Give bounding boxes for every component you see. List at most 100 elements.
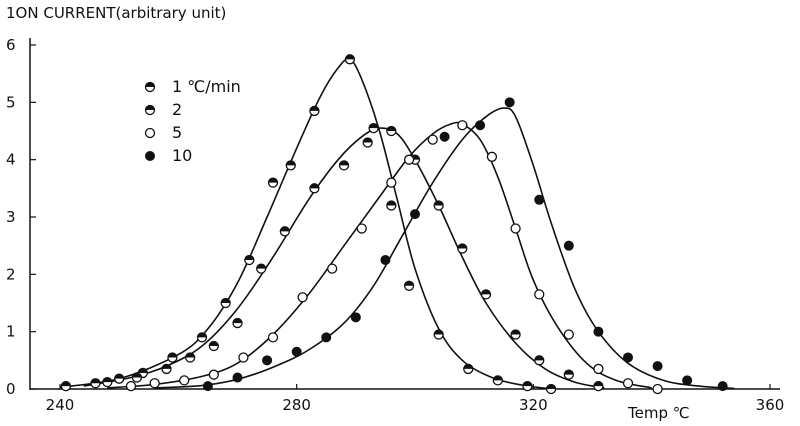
series-curve-1 <box>59 58 552 390</box>
data-point-series-3 <box>327 263 338 274</box>
y-tick-label: 4 <box>6 151 16 169</box>
series-curve-2 <box>83 127 605 389</box>
y-tick-label: 1 <box>6 323 16 341</box>
data-point-series-2 <box>161 363 172 375</box>
legend-marker-2 <box>144 104 156 116</box>
data-point-series-4 <box>380 255 391 265</box>
data-point-series-2 <box>563 369 574 380</box>
data-point-series-1 <box>403 280 415 291</box>
y-tick-label: 2 <box>6 265 16 283</box>
data-point-series-3 <box>510 223 521 234</box>
axes <box>29 38 780 390</box>
legend-marker-3 <box>144 127 156 139</box>
data-point-series-3 <box>486 151 498 162</box>
data-point-series-2 <box>510 329 521 340</box>
data-point-series-4 <box>262 355 273 366</box>
data-point-series-1 <box>60 380 72 392</box>
x-tick-label: 280 <box>282 396 311 414</box>
data-point-series-2 <box>232 317 243 329</box>
y-tick-label: 0 <box>6 380 16 398</box>
data-point-series-1 <box>368 122 379 134</box>
data-point-series-3 <box>593 363 604 375</box>
data-point-series-2 <box>386 125 397 137</box>
series-curve-4 <box>154 107 735 390</box>
data-point-series-2 <box>309 183 320 194</box>
data-point-series-2 <box>534 355 545 366</box>
data-point-series-1 <box>463 363 474 375</box>
data-point-series-3 <box>457 120 468 131</box>
data-point-series-3 <box>622 378 634 389</box>
data-point-series-1 <box>344 54 356 65</box>
data-point-series-3 <box>297 292 308 303</box>
data-point-series-4 <box>652 361 663 372</box>
y-tick-label: 6 <box>6 36 16 54</box>
data-point-series-3 <box>403 154 415 165</box>
data-point-series-4 <box>291 346 302 357</box>
data-point-series-2 <box>362 137 373 148</box>
data-point-series-1 <box>167 352 178 363</box>
data-point-series-4 <box>534 194 545 205</box>
data-point-series-1 <box>522 380 533 392</box>
legend-label-2: 2 <box>172 100 182 119</box>
data-point-series-4 <box>623 352 633 363</box>
data-point-series-1 <box>309 105 320 117</box>
data-point-series-2 <box>480 289 492 300</box>
ticks: 0 1 2 3 4 5 6 240 280 320 360 <box>6 36 784 414</box>
x-tick-label: 360 <box>756 396 785 414</box>
data-point-series-1 <box>114 373 125 384</box>
series-points <box>60 54 728 395</box>
data-point-series-3 <box>238 352 249 363</box>
data-point-series-1 <box>267 177 279 188</box>
data-point-series-3 <box>208 369 219 380</box>
data-point-series-4 <box>321 332 332 343</box>
data-point-series-3 <box>267 332 279 343</box>
data-point-series-1 <box>545 383 557 395</box>
data-point-series-2 <box>185 352 196 363</box>
data-point-series-2 <box>102 376 113 388</box>
data-point-series-2 <box>256 263 267 274</box>
data-point-series-4 <box>232 372 243 383</box>
data-point-series-1 <box>220 297 231 309</box>
data-point-series-1 <box>244 254 255 266</box>
data-point-series-3 <box>356 223 367 234</box>
data-point-series-4 <box>682 375 693 386</box>
data-point-series-4 <box>475 120 486 131</box>
legend-label-3: 5 <box>172 123 182 142</box>
data-point-series-1 <box>196 332 208 343</box>
x-axis-label: Temp ℃ <box>627 404 690 422</box>
series-curves <box>59 58 735 390</box>
y-axis-label: 1ON CURRENT(arbitrary unit) <box>6 4 226 22</box>
legend-label-4: 10 <box>172 146 192 165</box>
data-point-series-2 <box>457 243 468 254</box>
y-tick-label: 5 <box>6 93 16 111</box>
legend-marker-4 <box>145 151 155 161</box>
data-point-series-1 <box>492 375 503 386</box>
data-point-series-3 <box>386 177 397 188</box>
data-point-series-2 <box>593 380 604 392</box>
legend: 1 ℃/min 2 5 10 <box>144 77 241 165</box>
y-tick-label: 3 <box>6 208 16 226</box>
data-point-series-1 <box>285 160 296 171</box>
data-point-series-2 <box>279 226 290 237</box>
legend-label-1: 1 ℃/min <box>172 77 241 96</box>
data-point-series-3 <box>179 375 190 386</box>
data-point-series-2 <box>433 200 444 211</box>
data-point-series-2 <box>131 372 143 383</box>
data-point-series-4 <box>350 312 361 323</box>
data-point-series-2 <box>208 340 219 352</box>
data-point-series-4 <box>563 240 574 251</box>
data-point-series-3 <box>149 378 160 389</box>
data-point-series-4 <box>439 131 450 142</box>
data-point-series-1 <box>433 329 444 340</box>
data-point-series-1 <box>90 378 101 389</box>
data-point-series-1 <box>386 200 397 211</box>
data-point-series-3 <box>652 383 663 395</box>
data-point-series-3 <box>563 329 574 340</box>
legend-marker-1 <box>144 81 156 93</box>
data-point-series-2 <box>338 160 350 171</box>
data-point-series-3 <box>534 289 545 300</box>
data-point-series-4 <box>717 381 728 392</box>
x-tick-label: 240 <box>46 396 75 414</box>
data-point-series-4 <box>410 209 420 220</box>
